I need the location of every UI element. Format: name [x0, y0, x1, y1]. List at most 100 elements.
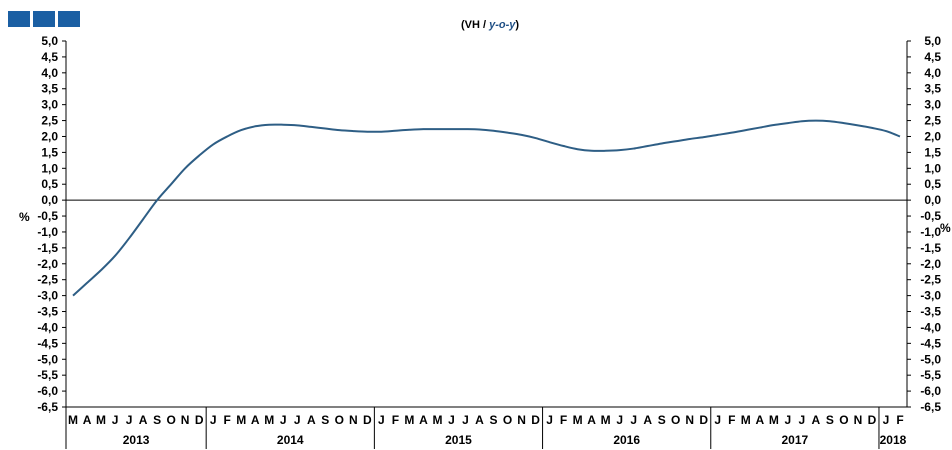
x-tick-label-month: A [475, 413, 484, 427]
x-tick-label-month: A [812, 413, 821, 427]
logo [8, 11, 80, 27]
x-tick-label-month: J [294, 413, 301, 427]
series-line [72, 119, 901, 297]
x-tick-label-month: M [236, 413, 246, 427]
y-tick-label-right: 2,0 [924, 129, 941, 143]
y-tick-label-left: -3,0 [37, 289, 58, 303]
y-tick-label-left: -5,5 [37, 368, 58, 382]
y-tick-label-right: 0,0 [924, 193, 941, 207]
x-tick-label-month: M [432, 413, 442, 427]
x-tick-label-month: A [419, 413, 428, 427]
y-tick-label-left: -1,5 [37, 241, 58, 255]
x-tick-label-month: J [462, 413, 469, 427]
x-tick-label-month: D [868, 413, 877, 427]
x-tick-label-month: D [363, 413, 372, 427]
y-tick-label-right: 1,0 [924, 161, 941, 175]
x-tick-label-month: J [630, 413, 637, 427]
y-tick-label-left: 2,0 [41, 129, 58, 143]
y-tick-label-left: 1,5 [41, 145, 58, 159]
x-tick-label-month: J [378, 413, 385, 427]
y-tick-label-right: -5,0 [920, 352, 941, 366]
y-tick-label-right: 5,0 [924, 34, 941, 48]
y-tick-label-right: 1,5 [924, 145, 941, 159]
x-tick-label-month: F [392, 413, 399, 427]
y-tick-label-right: 0,5 [924, 177, 941, 191]
x-tick-label-month: F [224, 413, 231, 427]
x-tick-label-month: F [560, 413, 567, 427]
x-tick-label-month: F [728, 413, 735, 427]
y-tick-label-left: -1,0 [37, 225, 58, 239]
y-tick-label-left: -2,0 [37, 257, 58, 271]
x-tick-label-month: D [699, 413, 708, 427]
y-tick-label-left: -5,0 [37, 352, 58, 366]
x-tick-label-month: M [68, 413, 78, 427]
y-tick-label-right: 3,0 [924, 98, 941, 112]
x-tick-label-month: A [587, 413, 596, 427]
x-tick-label-month: A [755, 413, 764, 427]
y-tick-label-right: -0,5 [920, 209, 941, 223]
y-tick-label-right: -1,5 [920, 241, 941, 255]
x-tick-label-month: A [83, 413, 92, 427]
x-tick-label-year: 2015 [445, 433, 472, 447]
y-tick-label-left: 4,0 [41, 66, 58, 80]
y-tick-label-left: 2,5 [41, 114, 58, 128]
x-tick-label-month: A [251, 413, 260, 427]
x-tick-label-year: 2018 [880, 433, 907, 447]
y-tick-label-left: 3,5 [41, 82, 58, 96]
y-tick-label-right: 2,5 [924, 114, 941, 128]
x-tick-label-month: O [166, 413, 175, 427]
y-tick-label-right: -1,0 [920, 225, 941, 239]
x-tick-label-year: 2014 [277, 433, 304, 447]
y-tick-label-left: -0,5 [37, 209, 58, 223]
y-tick-label-right: 4,5 [924, 50, 941, 64]
x-tick-label-month: F [896, 413, 903, 427]
x-tick-label-month: J [126, 413, 133, 427]
y-tick-label-left: -2,5 [37, 273, 58, 287]
y-tick-label-right: -6,5 [920, 400, 941, 414]
y-tick-label-right: -2,0 [920, 257, 941, 271]
x-tick-label-month: D [531, 413, 540, 427]
x-tick-label-month: M [769, 413, 779, 427]
y-tick-label-left: -6,5 [37, 400, 58, 414]
x-tick-label-month: M [96, 413, 106, 427]
x-tick-label-month: J [799, 413, 806, 427]
y-tick-label-right: -3,0 [920, 289, 941, 303]
y-axis-label-right: % [940, 221, 951, 235]
y-tick-label-left: 5,0 [41, 34, 58, 48]
x-tick-label-month: N [685, 413, 694, 427]
logo-block [33, 11, 55, 27]
y-tick-label-left: -4,0 [37, 320, 58, 334]
y-tick-label-right: 3,5 [924, 82, 941, 96]
x-tick-label-month: J [210, 413, 217, 427]
x-tick-label-month: J [785, 413, 792, 427]
x-tick-label-month: N [181, 413, 190, 427]
x-tick-label-month: M [264, 413, 274, 427]
logo-block [8, 11, 30, 27]
x-tick-label-month: O [671, 413, 680, 427]
x-tick-label-month: A [139, 413, 148, 427]
x-tick-label-month: A [307, 413, 316, 427]
y-tick-label-right: -5,5 [920, 368, 941, 382]
x-tick-label-month: S [826, 413, 834, 427]
x-tick-label-year: 2013 [123, 433, 150, 447]
x-tick-label-month: J [714, 413, 721, 427]
x-tick-label-month: N [517, 413, 526, 427]
y-tick-label-right: -4,0 [920, 320, 941, 334]
y-tick-label-left: 1,0 [41, 161, 58, 175]
x-tick-label-month: M [601, 413, 611, 427]
x-tick-label-month: O [839, 413, 848, 427]
x-tick-label-month: J [883, 413, 890, 427]
x-tick-label-month: S [321, 413, 329, 427]
x-tick-label-month: S [490, 413, 498, 427]
x-tick-label-month: J [546, 413, 553, 427]
x-tick-label-month: O [503, 413, 512, 427]
x-tick-label-month: M [404, 413, 414, 427]
chart-title: (VH / y-o-y) [461, 19, 519, 31]
y-tick-label-right: -4,5 [920, 336, 941, 350]
x-tick-label-month: S [153, 413, 161, 427]
x-tick-label-year: 2017 [782, 433, 809, 447]
x-tick-label-year: 2016 [613, 433, 640, 447]
x-tick-label-month: J [280, 413, 287, 427]
x-tick-label-month: N [349, 413, 358, 427]
logo-block [58, 11, 80, 27]
